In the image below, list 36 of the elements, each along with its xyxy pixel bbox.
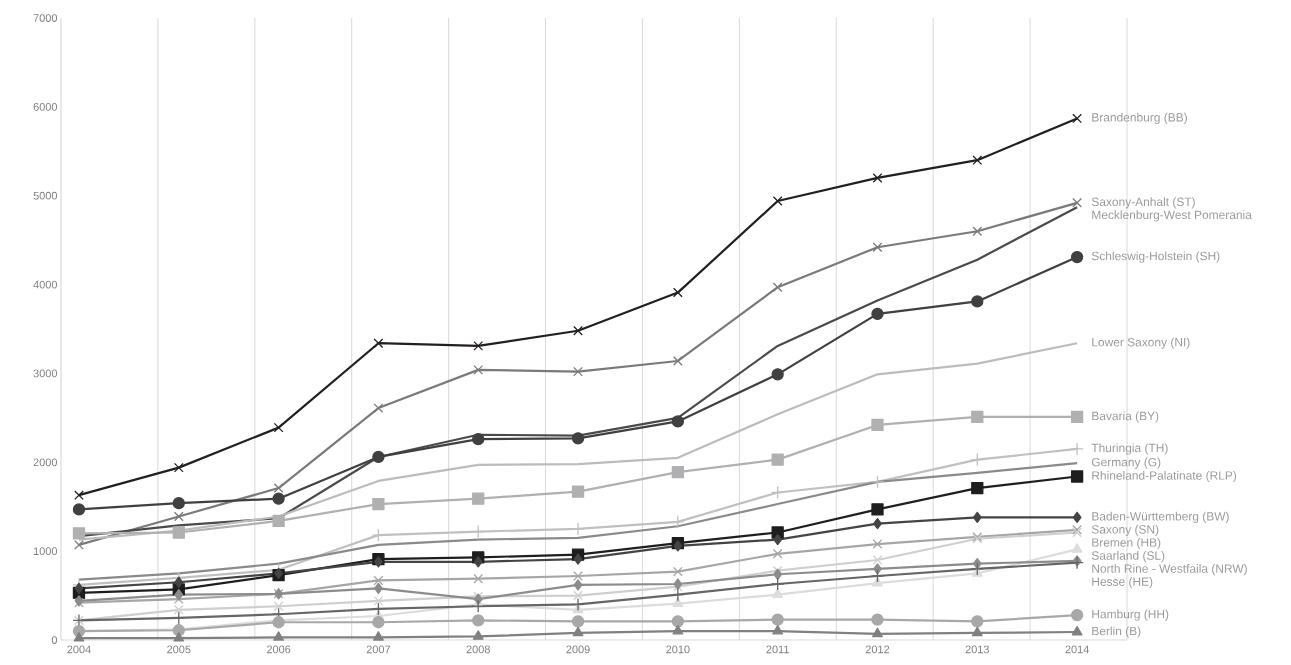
y-tick-label: 5000 <box>33 191 58 200</box>
series-label: Baden-Württemberg (BW) <box>1092 511 1229 523</box>
y-tick-label: 2000 <box>33 458 58 467</box>
series-label: Bavaria (BY) <box>1092 411 1159 423</box>
y-tick-label: 7000 <box>33 14 58 22</box>
y-tick-label: 4000 <box>33 280 58 289</box>
series-label: Hamburg (HH) <box>1092 609 1169 621</box>
x-tick-label: 2009 <box>566 645 590 654</box>
series-label: Hesse (HE) <box>1092 577 1153 589</box>
x-tick-label: 2006 <box>266 645 291 654</box>
series-label: Saxony (SN) <box>1091 524 1159 537</box>
series-label: North Rine - Westfaila (NRW) <box>1092 564 1247 576</box>
y-tick-label: 3000 <box>33 369 58 378</box>
x-tick-label: 2008 <box>466 645 490 654</box>
series-label: Schleswig-Holstein (SH) <box>1091 251 1220 263</box>
x-tick-label: 2013 <box>965 645 989 654</box>
series-label: Mecklenburg-West Pomerania <box>1092 210 1252 222</box>
series-label: Lower Saxony (NI) <box>1092 337 1190 349</box>
x-tick-label: 2004 <box>67 645 91 654</box>
x-tick-label: 2010 <box>666 645 690 654</box>
series-label: Thuringia (TH) <box>1091 443 1168 455</box>
x-tick-label: 2014 <box>1065 645 1089 654</box>
y-tick-label: 0 <box>51 636 58 644</box>
y-tick-label: 6000 <box>33 102 58 111</box>
y-tick-label: 1000 <box>33 547 58 556</box>
series-label: Saxony-Anhalt (ST) <box>1091 197 1195 209</box>
series-label: Germany (G) <box>1091 457 1161 469</box>
x-tick-label: 2005 <box>167 645 191 654</box>
series-label: Rhineland-Palatinate (RLP) <box>1092 470 1237 483</box>
x-tick-label: 2012 <box>865 645 890 654</box>
series-label: Saarland (SL) <box>1091 551 1165 563</box>
x-tick-label: 2011 <box>766 645 789 654</box>
series-label: Bremen (HB) <box>1092 537 1161 550</box>
x-tick-label: 2007 <box>366 645 391 654</box>
series-label: Brandenburg (BB) <box>1092 112 1187 124</box>
series-label: Berlin (B) <box>1092 626 1141 638</box>
